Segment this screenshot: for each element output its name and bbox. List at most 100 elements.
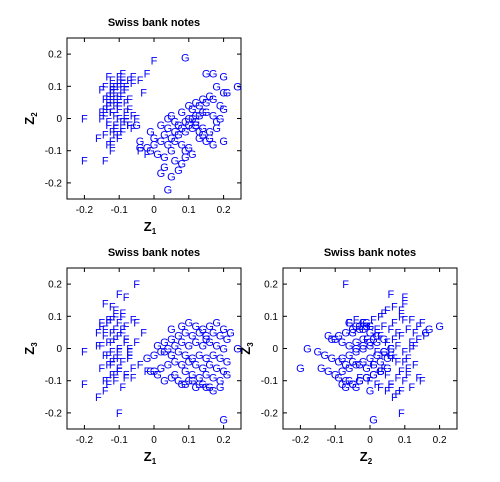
data-point-F: F — [363, 334, 370, 346]
x-tick-label: -0.1 — [111, 205, 129, 216]
data-point-G: G — [188, 114, 197, 126]
data-point-G: G — [209, 68, 218, 80]
data-point-G: G — [202, 353, 211, 365]
x-tick-label: 0.2 — [217, 205, 231, 216]
data-point-G: G — [219, 88, 228, 100]
data-point-F: F — [112, 305, 119, 317]
data-point-F: F — [422, 331, 429, 343]
data-point-F: F — [126, 104, 133, 116]
data-point-G: G — [167, 350, 176, 362]
data-point-F: F — [116, 130, 123, 142]
data-point-G: G — [369, 369, 378, 381]
data-point-G: G — [202, 97, 211, 109]
data-point-F: F — [415, 334, 422, 346]
data-point-F: F — [133, 114, 140, 126]
y-tick-label: -0.2 — [45, 178, 63, 189]
data-point-G: G — [209, 327, 218, 339]
data-point-F: F — [123, 97, 130, 109]
data-point-G: G — [174, 347, 183, 359]
data-point-F: F — [112, 101, 119, 113]
data-point-G: G — [171, 155, 180, 167]
data-point-F: F — [116, 97, 123, 109]
data-point-F: F — [112, 376, 119, 388]
data-point-G: G — [188, 149, 197, 161]
data-point-G: G — [167, 372, 176, 384]
data-point-F: F — [133, 279, 140, 291]
data-point-G: G — [331, 369, 340, 381]
data-point-G: G — [178, 379, 187, 391]
data-point-F: F — [109, 107, 116, 119]
data-point-F: F — [377, 311, 384, 323]
data-point-F: F — [105, 376, 112, 388]
data-point-F: F — [130, 78, 137, 90]
data-point-G: G — [212, 81, 221, 93]
data-point-G: G — [324, 331, 333, 343]
data-point-G: G — [178, 321, 187, 333]
data-point-G: G — [219, 72, 228, 84]
data-point-F: F — [374, 324, 381, 336]
data-point-G: G — [380, 347, 389, 359]
data-point-G: G — [359, 334, 368, 346]
data-point-F: F — [112, 353, 119, 365]
data-point-G: G — [188, 123, 197, 135]
data-point-F: F — [112, 120, 119, 132]
data-point-G: G — [223, 369, 232, 381]
data-point-G: G — [369, 414, 378, 426]
data-point-G: G — [171, 369, 180, 381]
data-point-F: F — [391, 353, 398, 365]
data-point-F: F — [384, 369, 391, 381]
data-point-F: F — [377, 382, 384, 394]
data-point-G: G — [188, 104, 197, 116]
data-point-F: F — [388, 379, 395, 391]
data-point-F: F — [123, 321, 130, 333]
data-point-F: F — [102, 298, 109, 310]
data-point-G: G — [341, 376, 350, 388]
data-point-G: G — [160, 130, 169, 142]
data-point-F: F — [123, 337, 130, 349]
data-point-G: G — [205, 382, 214, 394]
data-point-G: G — [178, 139, 187, 151]
data-point-F: F — [102, 350, 109, 362]
data-point-F: F — [95, 392, 102, 404]
data-point-F: F — [126, 94, 133, 106]
data-point-G: G — [181, 52, 190, 64]
data-point-F: F — [140, 88, 147, 100]
data-point-F: F — [381, 308, 388, 320]
data-point-G: G — [223, 88, 232, 100]
data-point-G: G — [150, 133, 159, 145]
data-point-G: G — [380, 334, 389, 346]
data-point-G: G — [216, 376, 225, 388]
data-point-G: G — [178, 360, 187, 372]
data-point-F: F — [116, 318, 123, 330]
data-point-F: F — [374, 379, 381, 391]
x-axis-label: Z2 — [360, 449, 373, 466]
data-point-F: F — [133, 318, 140, 330]
data-point-F: F — [112, 88, 119, 100]
data-point-F: F — [102, 94, 109, 106]
data-point-F: F — [119, 117, 126, 129]
data-point-G: G — [164, 184, 173, 196]
y-tick-label: 0.1 — [48, 82, 62, 93]
data-point-F: F — [109, 81, 116, 93]
y-tick-label: 0.1 — [48, 312, 62, 323]
data-point-F: F — [391, 334, 398, 346]
data-point-G: G — [191, 110, 200, 122]
data-point-F: F — [98, 340, 105, 352]
data-point-F: F — [391, 302, 398, 314]
data-point-G: G — [348, 324, 357, 336]
data-point-F: F — [123, 81, 130, 93]
data-point-F: F — [119, 356, 126, 368]
data-point-G: G — [359, 340, 368, 352]
data-point-F: F — [95, 133, 102, 145]
data-point-F: F — [144, 366, 151, 378]
data-point-G: G — [198, 94, 207, 106]
data-point-F: F — [116, 78, 123, 90]
data-point-F: F — [419, 376, 426, 388]
y-axis-label: Z3 — [22, 342, 39, 355]
data-point-F: F — [109, 139, 116, 151]
data-point-G: G — [167, 146, 176, 158]
data-point-F: F — [109, 126, 116, 138]
data-point-F: F — [415, 372, 422, 384]
data-point-F: F — [130, 123, 137, 135]
data-point-F: F — [388, 350, 395, 362]
